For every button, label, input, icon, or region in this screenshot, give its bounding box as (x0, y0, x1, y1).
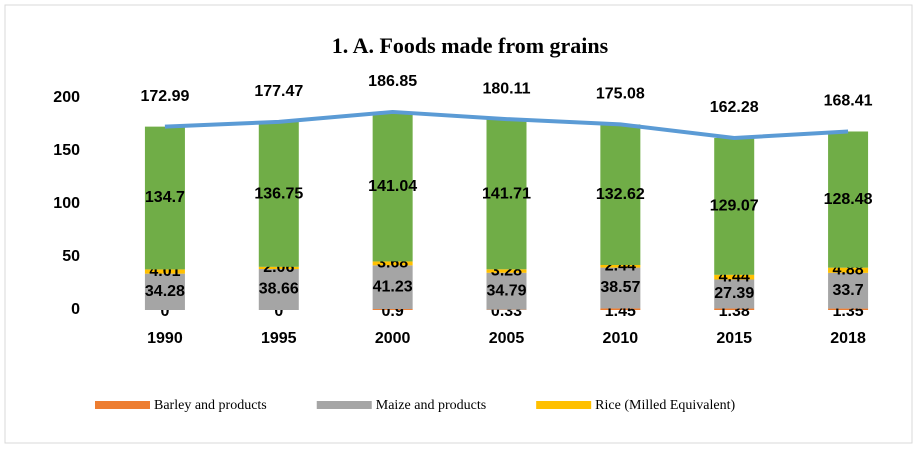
legend-swatch (95, 401, 150, 409)
chart-title: 1. A. Foods made from grains (332, 33, 609, 58)
total-label: 168.41 (824, 93, 873, 110)
x-tick-label: 2015 (716, 330, 752, 347)
x-tick-label: 2010 (603, 330, 639, 347)
total-label: 175.08 (596, 86, 645, 103)
data-label: 136.75 (254, 186, 303, 203)
data-label: 38.57 (600, 279, 640, 296)
y-tick-label: 0 (71, 301, 80, 318)
x-tick-label: 1990 (147, 330, 183, 347)
chart-border (5, 5, 912, 443)
y-tick-label: 50 (62, 248, 80, 265)
data-label: 141.04 (368, 178, 417, 195)
data-label: 34.79 (486, 282, 526, 299)
x-tick-label: 1995 (261, 330, 297, 347)
legend-swatch (317, 401, 372, 409)
y-tick-label: 150 (53, 142, 80, 159)
legend-swatch (536, 401, 591, 409)
data-label: 38.66 (259, 281, 299, 298)
data-label: 41.23 (373, 278, 413, 295)
x-tick-label: 2005 (489, 330, 525, 347)
total-label: 172.99 (140, 88, 189, 105)
data-label: 129.07 (710, 198, 759, 215)
total-label: 186.85 (368, 73, 417, 90)
x-tick-label: 2000 (375, 330, 411, 347)
legend-label: Rice (Milled Equivalent) (595, 398, 735, 413)
x-tick-label: 2018 (830, 330, 866, 347)
data-label: 128.48 (824, 191, 873, 208)
data-label: 134.7 (145, 189, 185, 206)
data-label: 34.28 (145, 283, 185, 300)
data-label: 33.7 (833, 282, 864, 299)
data-label: 27.39 (714, 285, 754, 302)
y-tick-label: 100 (53, 195, 80, 212)
legend-label: Barley and products (154, 398, 267, 413)
y-tick-label: 200 (53, 89, 80, 106)
total-label: 180.11 (482, 80, 530, 97)
data-label: 141.71 (482, 185, 531, 202)
data-label: 132.62 (596, 186, 645, 203)
total-label: 177.47 (254, 83, 303, 100)
total-label: 162.28 (710, 99, 759, 116)
legend-label: Maize and products (376, 398, 486, 413)
